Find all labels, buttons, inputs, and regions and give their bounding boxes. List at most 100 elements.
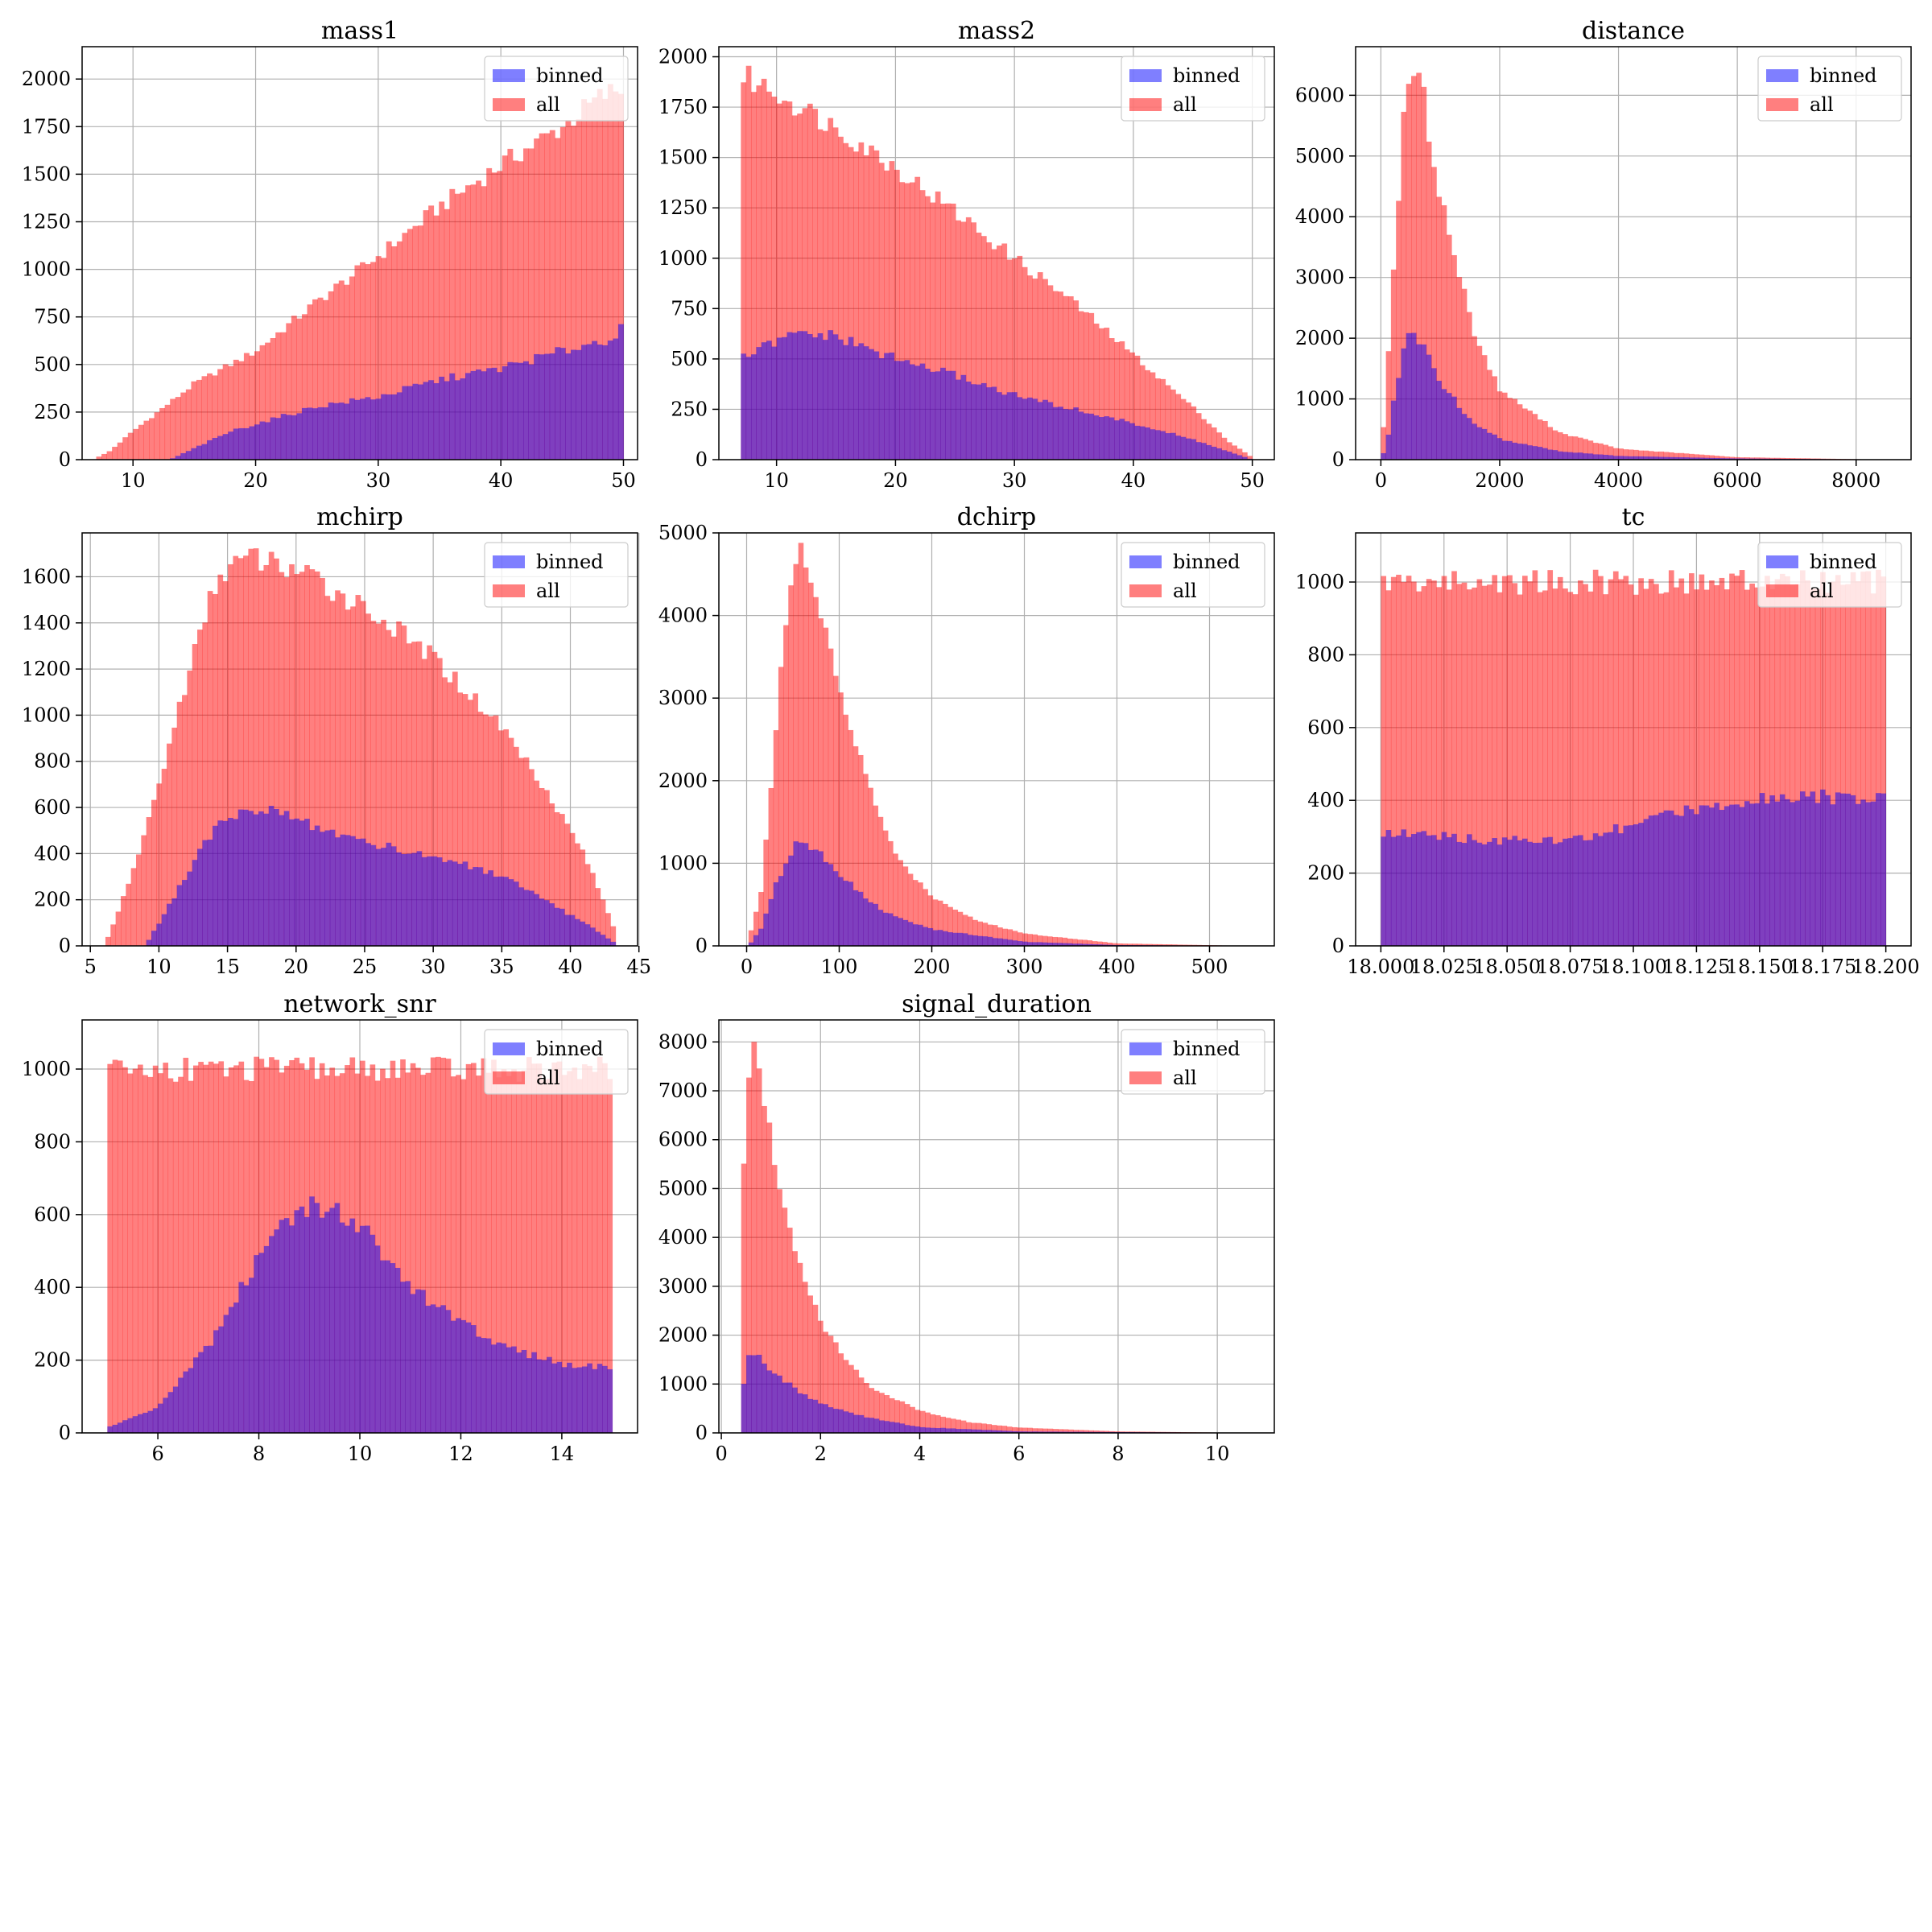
- bar-binned: [977, 935, 983, 946]
- bar-binned: [1017, 397, 1023, 460]
- bar-all: [143, 420, 150, 460]
- bar-all: [423, 210, 429, 460]
- bar-binned: [595, 931, 601, 946]
- bar-all: [1186, 402, 1191, 460]
- histogram-bars: [1381, 569, 1887, 946]
- bar-all: [597, 1056, 603, 1433]
- bar-binned: [1052, 943, 1058, 946]
- bar-binned: [1201, 443, 1207, 460]
- bar-all: [843, 142, 849, 460]
- bar-all: [889, 161, 895, 460]
- subplot-title: tc: [1622, 503, 1645, 531]
- bar-all: [106, 451, 113, 460]
- bar-binned: [1211, 446, 1217, 460]
- y-tick-label: 400: [34, 1276, 71, 1298]
- bar-binned: [207, 440, 213, 460]
- bar-binned: [807, 1398, 813, 1433]
- bar-binned: [1517, 444, 1523, 460]
- bar-all: [146, 817, 152, 946]
- bar-all: [301, 314, 308, 460]
- bar-all: [1472, 336, 1477, 460]
- bar-all: [1653, 584, 1659, 946]
- bar-all: [1401, 581, 1407, 946]
- bar-binned: [950, 1428, 956, 1433]
- bar-all: [912, 880, 919, 946]
- bar-all: [1835, 575, 1841, 946]
- bar-binned: [454, 380, 460, 460]
- bar-all: [848, 1364, 854, 1433]
- bar-binned: [452, 861, 458, 946]
- bar-binned: [879, 1420, 885, 1433]
- bar-binned: [1012, 392, 1018, 460]
- bar-binned: [914, 1426, 921, 1433]
- bar-binned: [858, 343, 865, 460]
- histogram-bars: [96, 84, 624, 460]
- bar-binned: [1451, 833, 1457, 946]
- bar-all: [904, 1404, 910, 1433]
- bar-binned: [751, 354, 757, 460]
- bar-binned: [1618, 456, 1624, 460]
- bar-binned: [1845, 793, 1852, 946]
- bar-binned: [1542, 448, 1548, 460]
- x-tick-label: 35: [489, 956, 514, 978]
- legend-label-all: all: [1173, 93, 1197, 116]
- bar-all: [1658, 593, 1665, 946]
- bar-binned: [590, 927, 596, 946]
- bar-all: [1077, 939, 1083, 946]
- bar-all: [1226, 442, 1232, 460]
- bar-all: [238, 361, 245, 460]
- bar-binned: [518, 887, 525, 946]
- bar-binned: [447, 860, 453, 946]
- bar-binned: [365, 397, 371, 460]
- bar-all: [508, 737, 514, 946]
- bar-all: [1062, 937, 1068, 946]
- bar-all: [1552, 588, 1558, 946]
- x-tick-label: 0: [715, 1443, 727, 1465]
- bar-all: [1176, 944, 1183, 946]
- subplot-network_snr: 6 8 10 12 1402004006008001000network_snrbinn…: [22, 990, 638, 1465]
- bar-all: [497, 730, 504, 946]
- bar-binned: [768, 898, 774, 946]
- bar-binned: [1104, 416, 1110, 460]
- bar-all: [1856, 581, 1861, 946]
- bar-binned: [1058, 407, 1063, 460]
- x-tick-label: 6: [151, 1443, 163, 1465]
- bar-binned: [1587, 453, 1594, 460]
- bar-binned: [265, 422, 271, 460]
- histogram-bars: [741, 1042, 1253, 1433]
- bar-all: [512, 160, 518, 460]
- bar-all: [415, 1067, 421, 1433]
- bar-all: [1446, 234, 1452, 460]
- bar-all: [1492, 376, 1498, 460]
- bar-all: [980, 236, 987, 460]
- bar-binned: [882, 912, 889, 946]
- bar-binned: [386, 394, 392, 460]
- bar-all: [477, 712, 484, 946]
- y-tick-label: 1000: [22, 704, 71, 726]
- x-tick-label: 40: [1121, 469, 1146, 492]
- bar-binned: [1108, 417, 1115, 460]
- bar-all: [428, 205, 435, 460]
- bar-binned: [171, 898, 178, 946]
- bar-binned: [1096, 944, 1103, 946]
- bar-binned: [1067, 943, 1073, 946]
- bar-all: [1456, 277, 1463, 460]
- bar-all: [595, 888, 601, 946]
- bar-all: [1451, 254, 1457, 460]
- bar-binned: [507, 361, 514, 460]
- bar-binned: [1461, 414, 1468, 460]
- y-tick-label: 0: [696, 1422, 708, 1444]
- bar-binned: [1431, 368, 1437, 460]
- bar-all: [1785, 576, 1790, 946]
- bar-all: [873, 1390, 880, 1433]
- y-tick-label: 4000: [1295, 205, 1344, 228]
- bar-all: [126, 883, 132, 946]
- bar-all: [1592, 569, 1599, 946]
- bar-all: [370, 262, 377, 460]
- bar-all: [1411, 76, 1417, 460]
- bar-binned: [217, 820, 224, 946]
- bar-all: [1098, 1430, 1104, 1433]
- bar-binned: [1042, 1431, 1048, 1433]
- y-tick-label: 1000: [658, 1373, 708, 1395]
- bar-all: [523, 148, 529, 460]
